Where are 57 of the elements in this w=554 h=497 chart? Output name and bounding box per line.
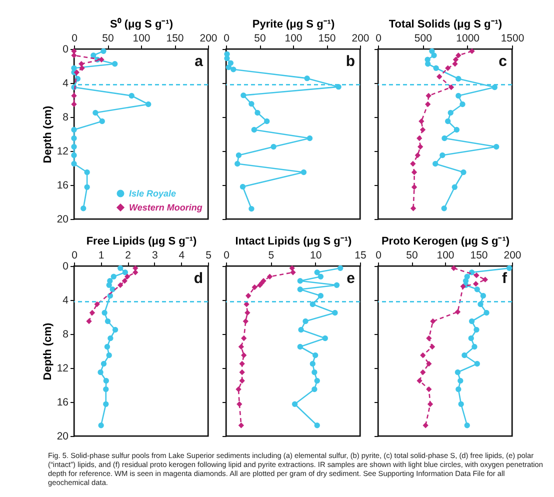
y-axis-title: Depth (cm) (42, 105, 54, 164)
annotation: d (194, 270, 203, 287)
x-tick-label: 4 (178, 250, 185, 262)
y-tick-label: 8 (62, 112, 69, 124)
x-tick-label: 150 (166, 32, 184, 44)
y-tick-label: 16 (56, 180, 69, 192)
x-tick-label: 1500 (500, 32, 524, 44)
x-tick-label: 0 (376, 250, 382, 262)
x-tick-label: 500 (414, 32, 432, 44)
x-axis-title: Pyrite (μg S g⁻¹) (252, 18, 335, 30)
y-tick-label: 12 (56, 362, 69, 374)
legend-label: Western Mooring (129, 202, 203, 212)
x-axis-title: Proto Kerogen (μg S g⁻¹) (381, 236, 510, 248)
annotation: c (498, 53, 507, 70)
x-axis-title: Intact Lipids (μg S g⁻¹) (235, 236, 352, 248)
annotation: f (502, 270, 508, 287)
x-tick-label: 2 (125, 250, 132, 262)
x-tick-label: 0 (376, 32, 382, 44)
x-tick-label: 150 (318, 32, 336, 44)
x-tick-label: 5 (206, 250, 212, 262)
x-tick-label: 0 (72, 32, 78, 44)
x-tick-label: 50 (254, 32, 266, 44)
x-tick-label: 50 (102, 32, 114, 44)
y-tick-label: 0 (62, 260, 69, 272)
x-tick-label: 100 (132, 32, 150, 44)
x-tick-label: 100 (436, 250, 454, 262)
x-tick-label: 0 (224, 32, 230, 44)
x-tick-label: 100 (284, 32, 302, 44)
x-axis-title: Free Lipids (μg S g⁻¹) (86, 236, 198, 248)
x-tick-label: 5 (268, 250, 274, 262)
x-tick-label: 1000 (456, 32, 480, 44)
y-tick-label: 0 (62, 44, 69, 56)
x-axis-title: S⁰ (μg S g⁻¹) (110, 18, 174, 30)
y-axis-title: Depth (cm) (42, 322, 54, 380)
x-axis-title: Total Solids (μg S g⁻¹) (388, 18, 502, 30)
annotation: a (194, 53, 204, 70)
y-tick-label: 12 (56, 146, 69, 158)
x-tick-label: 10 (310, 250, 322, 262)
x-tick-label: 150 (470, 250, 488, 262)
x-tick-label: 15 (354, 250, 366, 262)
x-tick-label: 200 (352, 32, 370, 44)
x-tick-label: 200 (200, 32, 218, 44)
y-tick-label: 20 (56, 214, 69, 226)
y-tick-label: 8 (62, 328, 69, 340)
x-tick-label: 200 (504, 250, 522, 262)
y-tick-label: 4 (62, 78, 69, 90)
legend-label: Isle Royale (129, 188, 176, 198)
annotation: e (346, 270, 355, 287)
y-tick-label: 4 (62, 294, 69, 306)
x-tick-label: 3 (152, 250, 158, 262)
annotation: b (346, 53, 355, 70)
x-tick-label: 1 (98, 250, 104, 262)
x-tick-label: 0 (224, 250, 230, 262)
y-tick-label: 20 (56, 430, 69, 442)
y-tick-label: 16 (56, 396, 69, 408)
x-tick-label: 0 (72, 250, 78, 262)
x-tick-label: 50 (406, 250, 418, 262)
